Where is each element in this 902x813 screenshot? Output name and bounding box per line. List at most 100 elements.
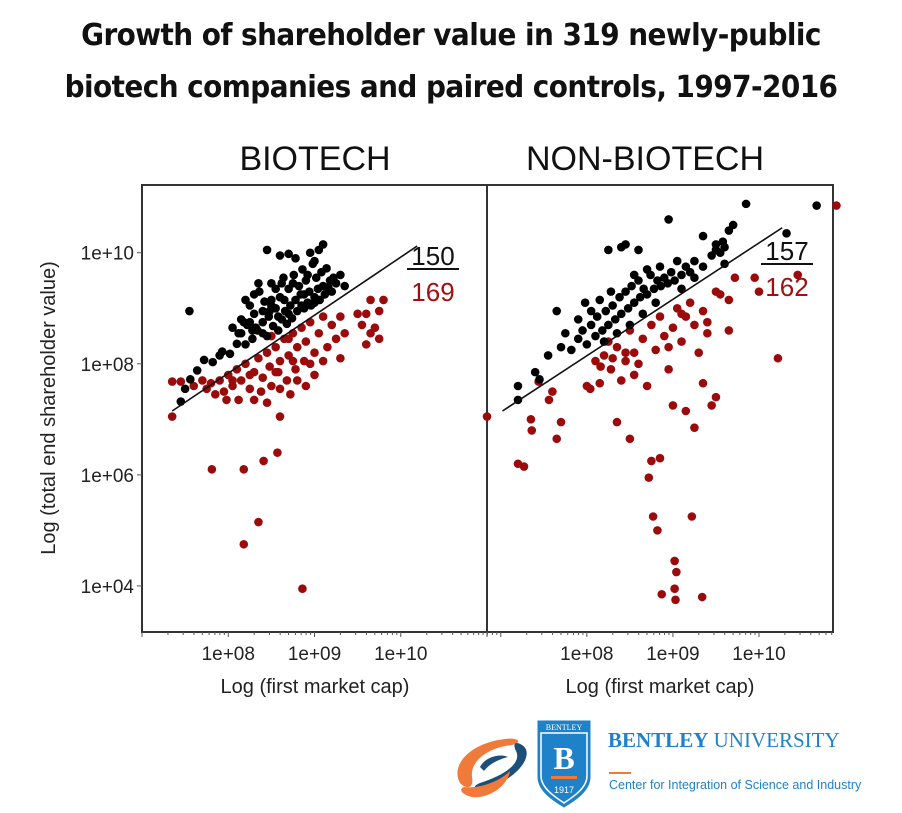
point-above-line bbox=[310, 256, 319, 266]
x-tick-label: 1e+09 bbox=[646, 644, 699, 665]
point-below-line bbox=[241, 359, 250, 369]
point-above-line bbox=[185, 306, 194, 316]
point-below-line bbox=[526, 415, 536, 424]
x-axis-label-biotech: Log (first market cap) bbox=[221, 676, 410, 698]
point-above-line bbox=[604, 320, 613, 330]
point-above-line bbox=[591, 331, 600, 341]
point-above-line bbox=[282, 319, 292, 329]
point-above-line bbox=[286, 301, 295, 310]
point-below-line bbox=[697, 592, 707, 602]
point-below-line bbox=[236, 376, 246, 385]
point-below-line bbox=[754, 287, 764, 296]
point-below-line bbox=[698, 378, 708, 388]
point-above-line bbox=[573, 334, 583, 344]
panel-title-biotech: BIOTECH bbox=[239, 140, 390, 178]
point-below-line bbox=[361, 340, 371, 349]
point-below-line bbox=[176, 377, 186, 386]
point-below-line bbox=[288, 356, 298, 366]
point-below-line bbox=[314, 328, 324, 338]
point-above-line bbox=[543, 351, 553, 360]
point-below-line bbox=[711, 392, 721, 402]
point-below-line bbox=[750, 273, 759, 283]
point-below-line bbox=[595, 378, 605, 388]
point-below-line bbox=[245, 370, 255, 380]
point-above-line bbox=[280, 295, 289, 305]
point-below-line bbox=[655, 453, 665, 463]
count-below-non-biotech: 162 bbox=[765, 272, 808, 302]
point-below-line bbox=[707, 401, 716, 410]
point-below-line bbox=[249, 395, 259, 405]
point-above-line bbox=[241, 340, 250, 349]
point-below-line bbox=[211, 390, 220, 399]
point-below-line bbox=[374, 306, 384, 316]
point-above-line bbox=[606, 287, 616, 296]
point-above-line bbox=[208, 357, 218, 367]
point-below-line bbox=[703, 328, 712, 338]
point-above-line bbox=[192, 366, 202, 375]
point-above-line bbox=[664, 215, 673, 224]
point-below-line bbox=[608, 353, 617, 363]
point-below-line bbox=[647, 456, 656, 466]
point-above-line bbox=[621, 240, 630, 249]
point-above-line bbox=[258, 317, 268, 327]
x-tick-label: 1e+08 bbox=[560, 644, 613, 665]
point-above-line bbox=[340, 281, 349, 291]
point-above-line bbox=[305, 248, 315, 258]
point-above-line bbox=[595, 295, 605, 305]
point-above-line bbox=[241, 295, 250, 305]
point-above-line bbox=[655, 262, 665, 271]
point-above-line bbox=[629, 298, 639, 308]
point-below-line bbox=[198, 376, 207, 385]
point-above-line bbox=[249, 309, 259, 319]
point-above-line bbox=[724, 226, 734, 235]
point-above-line bbox=[258, 306, 268, 316]
shield-top-text: BENTLEY bbox=[546, 723, 583, 732]
point-below-line bbox=[282, 376, 292, 385]
point-above-line bbox=[634, 245, 643, 255]
point-above-line bbox=[627, 281, 636, 291]
point-below-line bbox=[664, 342, 673, 352]
point-below-line bbox=[254, 517, 263, 527]
point-below-line bbox=[625, 434, 635, 444]
point-below-line bbox=[232, 365, 242, 374]
point-below-line bbox=[648, 512, 658, 521]
point-above-line bbox=[690, 273, 699, 283]
point-above-line bbox=[288, 278, 298, 288]
y-tick-label: 1e+10 bbox=[81, 244, 134, 265]
point-above-line bbox=[670, 276, 679, 285]
point-above-line bbox=[672, 256, 682, 266]
point-below-line bbox=[585, 384, 595, 394]
point-above-line bbox=[239, 317, 249, 327]
point-above-line bbox=[573, 315, 583, 324]
point-above-line bbox=[578, 326, 587, 335]
point-above-line bbox=[336, 270, 345, 280]
point-below-line bbox=[730, 273, 740, 283]
point-above-line bbox=[604, 245, 613, 255]
point-below-line bbox=[660, 331, 669, 341]
point-below-line bbox=[323, 342, 332, 352]
point-below-line bbox=[668, 401, 678, 410]
point-below-line bbox=[353, 309, 362, 319]
point-above-line bbox=[303, 270, 312, 280]
point-above-line bbox=[248, 326, 257, 335]
count-above-non-biotech: 157 bbox=[765, 236, 808, 266]
point-below-line bbox=[668, 323, 678, 333]
point-below-line bbox=[687, 512, 697, 521]
chart-title-line-2: biotech companies and paired controls, 1… bbox=[64, 70, 838, 105]
reference-line bbox=[171, 245, 418, 412]
point-above-line bbox=[322, 263, 331, 273]
point-below-line bbox=[634, 359, 643, 369]
point-below-line bbox=[482, 412, 492, 421]
point-above-line bbox=[582, 340, 592, 349]
point-above-line bbox=[284, 309, 293, 319]
point-below-line bbox=[292, 376, 302, 385]
point-above-line bbox=[228, 323, 237, 333]
point-below-line bbox=[301, 337, 311, 346]
point-below-line bbox=[271, 342, 280, 352]
point-below-line bbox=[629, 370, 639, 380]
point-below-line bbox=[318, 356, 328, 366]
point-above-line bbox=[663, 278, 673, 288]
point-below-line bbox=[647, 320, 656, 330]
point-below-line bbox=[638, 334, 648, 344]
point-below-line bbox=[327, 320, 337, 330]
